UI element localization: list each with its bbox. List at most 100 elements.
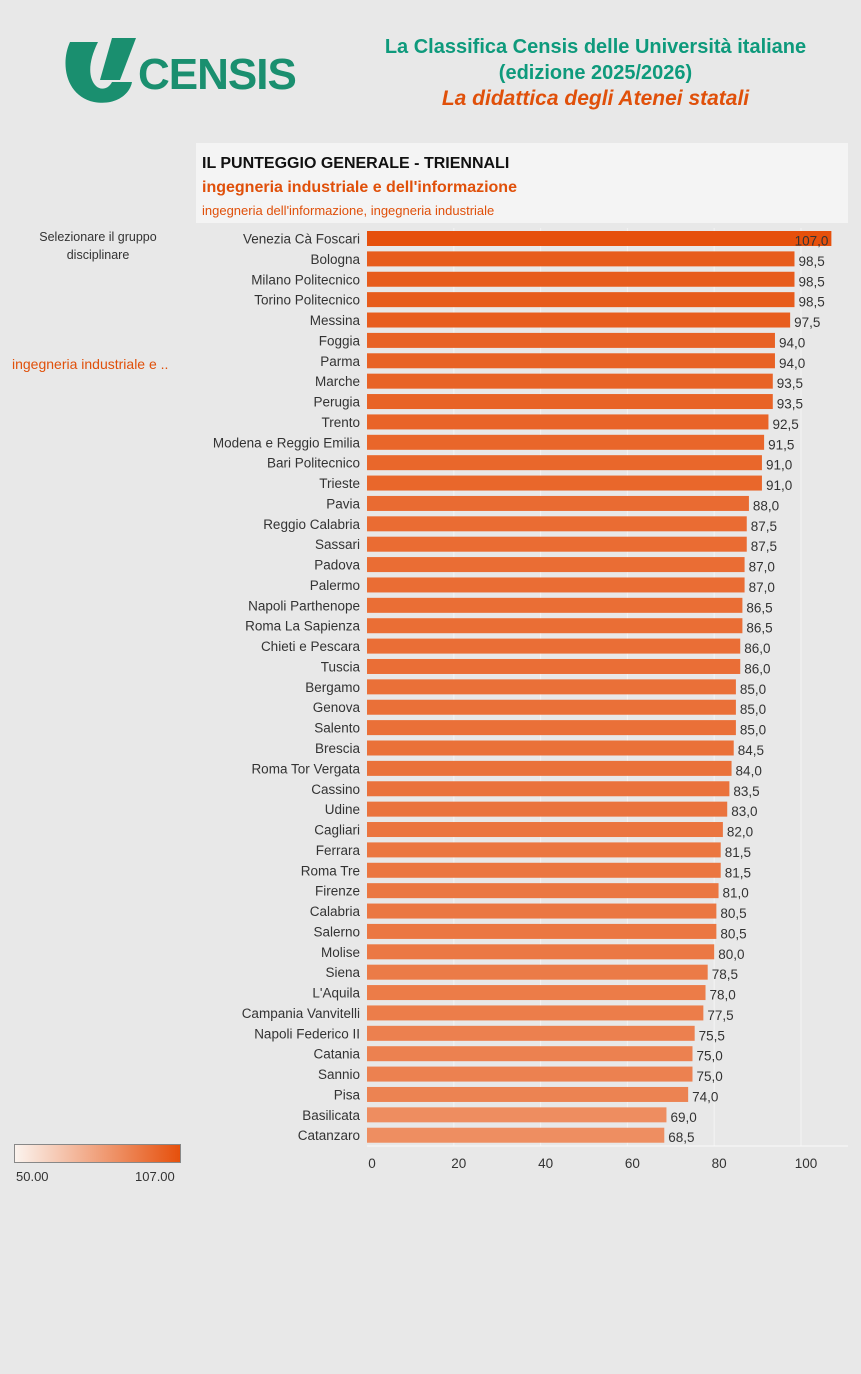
category-label: Ferrara	[316, 843, 361, 858]
bar	[367, 516, 747, 532]
category-label: Sassari	[315, 537, 360, 552]
value-label: 91,0	[766, 458, 792, 473]
category-label: Bologna	[310, 252, 360, 267]
value-label: 91,0	[766, 478, 792, 493]
category-label: Roma Tre	[301, 863, 360, 878]
category-label: Modena e Reggio Emilia	[213, 435, 361, 450]
category-label: Pisa	[334, 1087, 361, 1102]
bar	[367, 964, 708, 980]
bar	[367, 618, 743, 634]
value-label: 69,0	[670, 1110, 696, 1125]
bar	[367, 740, 734, 756]
bar	[367, 883, 719, 899]
bar	[367, 985, 706, 1001]
value-label: 94,0	[779, 335, 805, 350]
chart-title-box: IL PUNTEGGIO GENERALE - TRIENNALI ingegn…	[196, 143, 848, 223]
censis-logo: CENSIS	[60, 34, 297, 108]
category-label: Messina	[310, 313, 361, 328]
category-label: Salento	[314, 721, 360, 736]
bar	[367, 1127, 665, 1143]
value-label: 75,0	[697, 1049, 723, 1064]
value-label: 85,0	[740, 702, 766, 717]
bar	[367, 1005, 704, 1021]
bar	[367, 781, 730, 797]
value-label: 75,5	[699, 1028, 725, 1043]
chart-classes: ingegneria dell'informazione, ingegneria…	[202, 203, 495, 218]
category-label: Milano Politecnico	[251, 272, 360, 287]
value-label: 78,0	[710, 988, 736, 1003]
bar	[367, 353, 775, 369]
value-label: 86,5	[746, 600, 772, 615]
censis-logo-mark	[65, 38, 136, 103]
value-label: 98,5	[798, 274, 824, 289]
bar	[367, 231, 832, 246]
category-label: Campania Vanvitelli	[242, 1006, 360, 1021]
value-label: 85,0	[740, 682, 766, 697]
category-label: Marche	[315, 374, 360, 389]
category-label: Napoli Parthenope	[248, 598, 360, 613]
bar	[367, 944, 715, 960]
header-subtitle: La didattica degli Atenei statali	[441, 87, 750, 110]
bar	[367, 679, 736, 695]
value-label: 93,5	[777, 376, 803, 391]
category-label: L'Aquila	[312, 986, 360, 1001]
bar	[367, 557, 745, 573]
value-label: 86,0	[744, 661, 770, 676]
value-label: 81,0	[723, 886, 749, 901]
value-label: 88,0	[753, 498, 779, 513]
category-label: Pavia	[326, 496, 360, 511]
category-label: Venezia Cà Foscari	[243, 232, 360, 247]
bar	[367, 414, 769, 430]
category-label: Molise	[321, 945, 360, 960]
color-legend-bar	[14, 1144, 181, 1163]
bar	[367, 312, 791, 328]
x-tick-label: 60	[625, 1156, 640, 1171]
category-label: Calabria	[310, 904, 361, 919]
bar	[367, 842, 721, 858]
bar	[367, 251, 795, 267]
group-selector[interactable]: ingegneria industriale e ..	[12, 356, 169, 372]
category-label: Trento	[321, 415, 360, 430]
category-label: Bergamo	[305, 680, 360, 695]
category-label: Siena	[325, 965, 360, 980]
value-label: 84,0	[736, 763, 762, 778]
category-label: Genova	[313, 700, 361, 715]
value-label: 75,0	[697, 1069, 723, 1084]
bar-chart: Venezia Cà Foscari 107,0 Bologna 98,5 Milano…	[213, 228, 848, 1171]
value-label: 81,5	[725, 865, 751, 880]
category-label: Firenze	[315, 884, 360, 899]
category-label: Udine	[325, 802, 360, 817]
bar	[367, 577, 745, 593]
selector-label: Selezionare il gruppo disciplinare	[39, 230, 157, 262]
x-tick-label: 100	[795, 1156, 818, 1171]
bar	[367, 638, 741, 654]
value-label: 86,5	[746, 621, 772, 636]
category-label: Basilicata	[302, 1108, 360, 1123]
value-label: 80,5	[720, 906, 746, 921]
chart-group-name: ingegneria industriale e dell'informazio…	[202, 179, 517, 196]
chart-title: IL PUNTEGGIO GENERALE - TRIENNALI	[202, 155, 510, 172]
bar	[367, 1046, 693, 1062]
bar	[367, 394, 773, 410]
x-tick-label: 20	[451, 1156, 466, 1171]
category-label: Napoli Federico II	[254, 1026, 360, 1041]
category-label: Catanzaro	[298, 1128, 360, 1143]
bar	[367, 822, 723, 838]
value-label: 78,5	[712, 967, 738, 982]
bar	[367, 801, 728, 817]
value-label: 80,0	[718, 947, 744, 962]
bar	[367, 373, 773, 389]
bar	[367, 271, 795, 287]
logo-wordmark: CENSIS	[138, 50, 297, 99]
bar	[367, 1066, 693, 1082]
category-label: Cagliari	[314, 823, 360, 838]
category-label: Bari Politecnico	[267, 456, 360, 471]
x-tick-label: 80	[712, 1156, 727, 1171]
category-label: Parma	[320, 354, 360, 369]
value-label: 92,5	[772, 417, 798, 432]
value-label: 87,5	[751, 519, 777, 534]
category-label: Sannio	[318, 1067, 360, 1082]
category-label: Chieti e Pescara	[261, 639, 361, 654]
category-label: Reggio Calabria	[263, 517, 360, 532]
bar	[367, 658, 741, 674]
